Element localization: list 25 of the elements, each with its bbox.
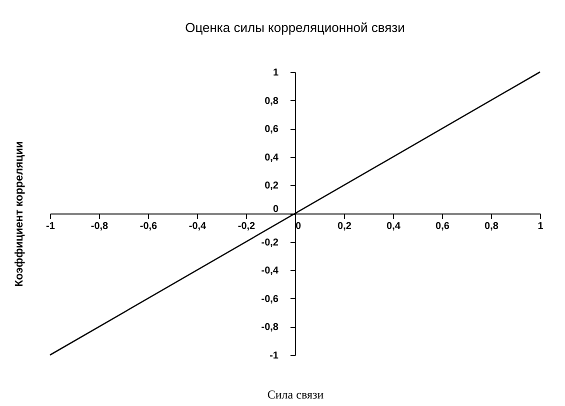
x-tick-label: 1	[538, 221, 544, 232]
x-tick-label: -0,2	[238, 221, 256, 232]
x-axis-title: Сила связи	[267, 388, 324, 402]
y-tick-label: 0,8	[264, 96, 279, 107]
y-tick-label: -0,8	[261, 322, 279, 334]
y-tick-label: 0,6	[264, 124, 279, 136]
y-tick-label: 0,4	[264, 152, 279, 164]
y-tick-label: 0,2	[264, 180, 279, 192]
x-tick-label: -1	[46, 221, 56, 232]
y-tick-label: 1	[272, 68, 279, 78]
y-tick-label: 0	[272, 204, 279, 215]
y-tick-label: -0,4	[261, 266, 279, 277]
y-tick-label: -1	[270, 350, 279, 362]
x-tick-label: 0,2	[338, 221, 352, 232]
y-tick-label: -0,2	[261, 237, 279, 248]
x-tick-label: 0,8	[484, 221, 499, 232]
y-tick-label: -0,6	[261, 294, 279, 305]
x-tick-label: 0,4	[386, 221, 401, 232]
chart-title: Оценка силы корреляционной связи	[185, 20, 405, 35]
x-tick-label: -0,4	[188, 221, 207, 232]
x-tick-label: -0,8	[90, 221, 109, 232]
x-tick-label: 0,6	[436, 221, 450, 232]
y-axis-title: Коэффициент корреляции	[14, 141, 26, 287]
x-tick-label: -0,6	[140, 221, 158, 232]
x-tick-label: 0	[296, 221, 302, 232]
